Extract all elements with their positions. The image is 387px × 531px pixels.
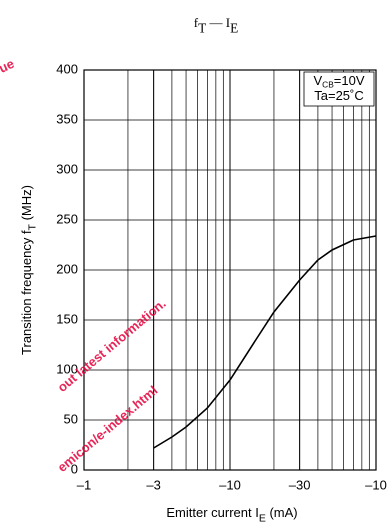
chart-title: fT — IE (194, 15, 238, 36)
y-tick-label: 350 (56, 111, 78, 126)
y-tick-label: 200 (56, 261, 78, 276)
x-axis-label: Emitter current IE (mA) (166, 505, 297, 524)
x-tick-label: –1 (77, 477, 91, 492)
y-tick-label: 150 (56, 311, 78, 326)
legend-text-part: Ta=25˚C (314, 88, 364, 103)
y-axis-label-part: (MHz) (19, 185, 34, 224)
x-axis-label-part: E (259, 512, 266, 524)
y-tick-label: 250 (56, 211, 78, 226)
legend-box (303, 71, 375, 107)
legend-text: VCB=10V (313, 73, 364, 89)
watermark: ue (0, 56, 16, 76)
y-tick-label: 300 (56, 161, 78, 176)
y-tick-label: 0 (71, 461, 78, 476)
x-tick-label: –10 (365, 477, 387, 492)
chart-title-part: T (198, 21, 206, 36)
watermark: emicon/e-index.html (54, 383, 160, 475)
y-axis-label-part: Transition frequency f (19, 230, 34, 355)
legend-text-part: =10V (334, 73, 365, 88)
y-axis-label-part: T (26, 223, 38, 230)
legend-text-part: V (313, 73, 322, 88)
x-tick-label: –10 (219, 477, 241, 492)
chart-title-part: f (194, 15, 199, 30)
y-tick-label: 100 (56, 361, 78, 376)
series-line (153, 235, 377, 449)
y-tick-label: 400 (56, 61, 78, 76)
y-tick-label: 50 (64, 411, 78, 426)
plot-frame (83, 69, 377, 471)
chart-title-part: — I (206, 15, 230, 30)
chart-title-part: E (230, 21, 238, 36)
legend-text: Ta=25˚C (314, 88, 364, 103)
x-tick-label: –30 (289, 477, 311, 492)
x-axis-label-part: (mA) (266, 505, 298, 520)
x-axis-label-part: Emitter current I (166, 505, 258, 520)
y-axis-label: Transition frequency fT (MHz) (19, 185, 38, 355)
x-tick-label: –3 (146, 477, 160, 492)
legend-text-part: CB (322, 80, 334, 90)
